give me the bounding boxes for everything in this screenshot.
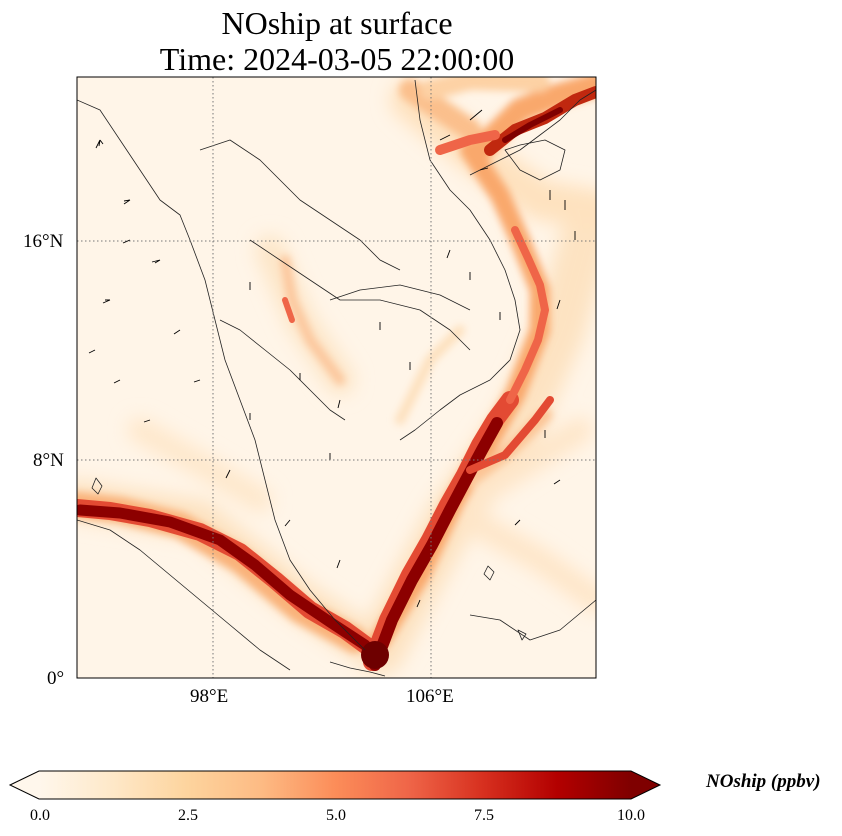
colorbar — [8, 770, 662, 800]
map-title-line-2: Time: 2024-03-05 22:00:00 — [159, 41, 515, 77]
singapore-hotspot — [361, 641, 389, 669]
map-gridlines — [77, 77, 596, 678]
lat-tick-16n: 16°N — [23, 231, 64, 252]
colorbar-tick-5: 5.0 — [326, 807, 346, 824]
wind-vectors — [88, 109, 576, 608]
colorbar-outline — [8, 770, 662, 800]
lat-tick-0: 0° — [47, 668, 65, 689]
colorbar-extend-min — [10, 771, 39, 799]
coastlines — [77, 79, 596, 677]
lon-tick-106e: 106°E — [406, 686, 454, 707]
ship-track-cores — [77, 86, 596, 671]
map-title-line-1: NOship at surface — [221, 5, 453, 41]
concentration-field — [77, 77, 596, 678]
colorbar-extend-max — [631, 771, 660, 799]
colorbar-tick-10: 10.0 — [617, 807, 645, 824]
lon-tick-98e: 98°E — [190, 686, 229, 707]
lat-tick-8n: 8°N — [33, 450, 64, 471]
colorbar-tick-0: 0.0 — [30, 807, 50, 824]
colorbar-tick-2-5: 2.5 — [178, 807, 198, 824]
map-frame — [76, 76, 597, 679]
colorbar-label: NOship (ppbv) — [706, 771, 821, 792]
colorbar-tick-7-5: 7.5 — [474, 807, 494, 824]
colorbar-gradient — [39, 771, 631, 799]
